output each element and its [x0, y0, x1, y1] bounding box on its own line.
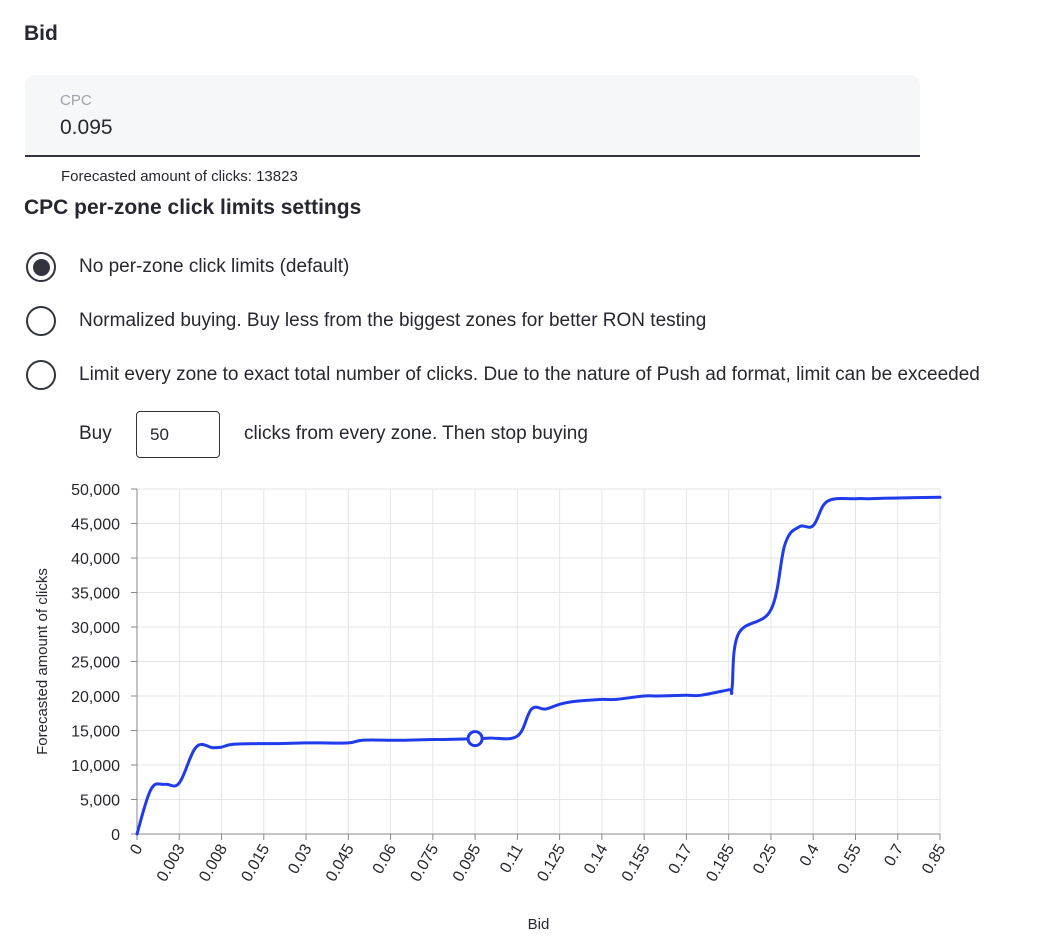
buy-label: Buy: [79, 423, 112, 444]
x-tick-label: 0.045: [323, 841, 358, 884]
x-tick-label: 0.015: [239, 841, 274, 884]
forecast-clicks-text: Forecasted amount of clicks: 13823: [61, 168, 298, 185]
forecast-series-line: [135, 495, 942, 836]
y-tick-label: 15,000: [71, 724, 120, 741]
y-tick-label: 45,000: [71, 517, 120, 534]
y-tick-label: 25,000: [71, 655, 120, 672]
y-axis-title: Forecasted amount of clicks: [34, 568, 51, 755]
cpc-input-value[interactable]: 0.095: [60, 116, 113, 139]
radio-button[interactable]: [26, 360, 56, 390]
chart-grid: [136, 488, 941, 835]
cpc-input[interactable]: CPC 0.095: [25, 75, 920, 157]
x-tick-label: 0: [127, 841, 146, 857]
y-tick-label: 20,000: [71, 689, 120, 706]
x-tick-label: 0.25: [750, 841, 780, 877]
x-tick-label: 0.125: [534, 841, 569, 884]
x-tick-label: 0.03: [285, 841, 315, 877]
cpc-input-label: CPC: [60, 92, 92, 109]
y-tick-label: 50,000: [71, 482, 120, 499]
clicks-per-zone-input[interactable]: [136, 411, 220, 458]
x-tick-label: 0.008: [196, 841, 231, 884]
y-tick-label: 0: [111, 827, 120, 844]
radio-option-label: No per-zone click limits (default): [79, 256, 350, 277]
x-axis-title: Bid: [528, 916, 550, 933]
buy-suffix-text: clicks from every zone. Then stop buying: [244, 423, 588, 444]
y-tick-label: 5,000: [80, 793, 120, 810]
y-tick-label: 40,000: [71, 551, 120, 568]
selected-bid-point[interactable]: [466, 730, 484, 748]
x-tick-label: 0.155: [619, 841, 654, 884]
radio-option-exact-limit[interactable]: Limit every zone to exact total number o…: [26, 360, 980, 390]
y-tick-label: 35,000: [71, 586, 120, 603]
forecast-chart: 0 5,000 10,000 15,000 20,000 25,000 30,000 35,0…: [34, 482, 950, 933]
x-tick-label: 0.7: [881, 841, 907, 869]
x-tick-label: 0.85: [919, 841, 949, 877]
radio-option-normalized-buying[interactable]: Normalized buying. Buy less from the big…: [26, 306, 706, 336]
x-tick-label: 0.11: [497, 841, 527, 876]
radio-option-label: Normalized buying. Buy less from the big…: [79, 310, 707, 331]
x-tick-label: 0.095: [450, 841, 485, 884]
y-tick-label: 30,000: [71, 620, 120, 637]
radio-button[interactable]: [26, 306, 56, 336]
bid-section-title: Bid: [24, 22, 58, 45]
radio-option-label: Limit every zone to exact total number o…: [79, 364, 980, 385]
x-tick-label: 0.185: [703, 841, 738, 884]
x-tick-label: 0.003: [154, 841, 189, 884]
click-limits-section-title: CPC per-zone click limits settings: [24, 196, 362, 219]
radio-option-no-limits[interactable]: No per-zone click limits (default): [26, 252, 349, 282]
chart-axes: 0 5,000 10,000 15,000 20,000 25,000 30,000 35,0…: [71, 482, 949, 885]
x-tick-label: 0.55: [835, 841, 865, 877]
x-tick-label: 0.14: [581, 841, 611, 877]
x-tick-label: 0.075: [408, 841, 443, 884]
x-tick-label: 0.06: [370, 841, 400, 877]
radio-button-checked[interactable]: [26, 252, 56, 282]
x-tick-label: 0.4: [797, 841, 823, 869]
y-tick-label: 10,000: [71, 758, 120, 775]
x-tick-label: 0.17: [666, 841, 696, 877]
